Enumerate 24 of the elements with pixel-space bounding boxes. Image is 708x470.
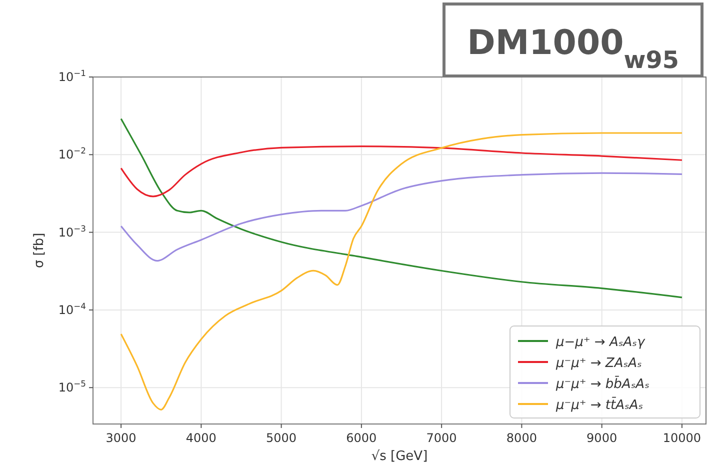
x-tick-label: 9000 — [586, 431, 618, 445]
x-tick-label: 4000 — [186, 431, 216, 445]
x-axis-title: √s [GeV] — [371, 449, 428, 464]
y-tick-label: 10$^{−1}$ — [58, 68, 86, 84]
x-tick-label: 3000 — [106, 431, 136, 445]
x-tick-label: 8000 — [506, 431, 537, 445]
x-tick-label: 7000 — [426, 431, 457, 445]
x-tick-label: 10000 — [662, 431, 702, 445]
legend-label: μ⁻μ⁺ → ZAₛAₛ — [555, 356, 642, 371]
y-tick-label: 10$^{−5}$ — [58, 378, 86, 395]
line-series — [120, 146, 683, 198]
legend-label: μ⁻μ⁺ → tt̄AₛAₛ — [555, 396, 644, 413]
y-tick-label: 10$^{−4}$ — [58, 300, 86, 317]
y-axis-title: σ [fb] — [32, 232, 47, 268]
legend-label: μ⁻μ⁺ → bb̄AₛAₛ — [555, 376, 650, 392]
y-tick-label: 10$^{−2}$ — [58, 146, 86, 162]
x-tick-label: 5000 — [266, 431, 297, 445]
line-series — [120, 118, 683, 298]
line-series — [120, 172, 683, 262]
chart-title: DM1000$_{w95}$ — [467, 23, 679, 74]
x-tick-label: 6000 — [346, 431, 377, 445]
line-series — [120, 132, 683, 410]
legend-label: μ−μ⁺ → AₛAₛγ — [555, 335, 646, 350]
y-tick-label: 10$^{−3}$ — [58, 223, 86, 240]
